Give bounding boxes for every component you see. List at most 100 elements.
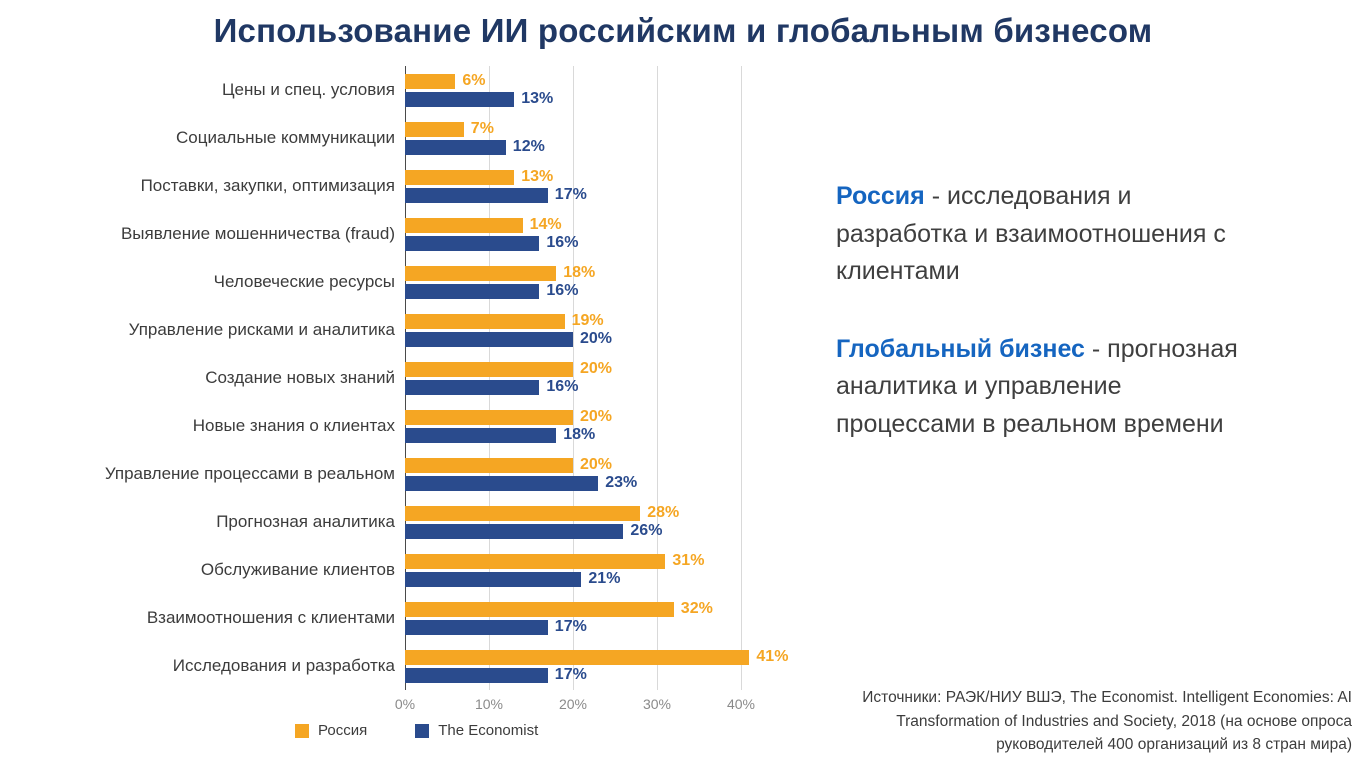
value-label: 16% — [546, 282, 579, 299]
bar-row: 20% — [405, 360, 810, 377]
source-note: Источники: РАЭК/НИУ ВШЭ, The Economist. … — [862, 689, 1352, 753]
bar-russia — [405, 457, 573, 473]
category-label: Выявление мошенничества (fraud) — [120, 223, 395, 243]
bar-economist — [405, 331, 573, 347]
bar-russia — [405, 313, 565, 329]
bar-group: 6% 13% — [405, 66, 810, 114]
bar-economist — [405, 427, 557, 443]
bar-group: 13% 17% — [405, 162, 810, 210]
bar-group: 7% 12% — [405, 114, 810, 162]
content: Цены и спец. условия Социальные коммуника… — [0, 50, 1366, 764]
bar-russia — [405, 649, 750, 665]
bar-row: 20% — [405, 456, 810, 473]
value-label: 13% — [521, 90, 554, 107]
legend-label-russia: Россия — [318, 722, 368, 739]
category-label: Взаимоотношения с клиентами — [146, 607, 395, 627]
legend-item-economist: The Economist — [415, 722, 538, 739]
bar-row: 16% — [405, 282, 810, 299]
bar-row: 32% — [405, 600, 810, 617]
gridline — [573, 66, 574, 690]
gridline — [489, 66, 490, 690]
bar-row: 18% — [405, 426, 810, 443]
x-tick-label: 30% — [642, 696, 672, 712]
gridline — [741, 66, 742, 690]
bar-russia — [405, 265, 557, 281]
legend-swatch-economist — [415, 723, 430, 738]
value-label: 6% — [462, 72, 486, 89]
bar-russia — [405, 217, 523, 233]
value-label: 14% — [529, 216, 562, 233]
bar-row: 14% — [405, 216, 810, 233]
value-label: 26% — [630, 522, 663, 539]
bar-group: 31% 21% — [405, 546, 810, 594]
value-label: 17% — [554, 666, 587, 683]
bar-row: 31% — [405, 552, 810, 569]
category-label: Управление процессами в реальном — [104, 463, 395, 483]
gridline — [657, 66, 658, 690]
bar-row: 19% — [405, 312, 810, 329]
legend-item-russia: Россия — [295, 722, 367, 739]
bar-economist — [405, 475, 599, 491]
bar-economist — [405, 523, 624, 539]
bar-row: 18% — [405, 264, 810, 281]
annotation-russia-text: - исследования и разработка и взаимоотно… — [836, 182, 1226, 285]
bar-economist — [405, 379, 540, 395]
value-label: 32% — [680, 600, 713, 617]
bar-row: 41% — [405, 648, 810, 665]
bar-row: 6% — [405, 72, 810, 89]
x-axis: 0% 10% 20% 30% 40% — [395, 690, 810, 716]
value-label: 28% — [647, 504, 680, 521]
value-label: 16% — [546, 378, 579, 395]
bar-group: 14% 16% — [405, 210, 810, 258]
bar-russia — [405, 505, 641, 521]
gridlines — [405, 66, 810, 690]
bar-chart: Цены и спец. условия Социальные коммуника… — [90, 66, 810, 716]
value-label: 18% — [563, 426, 596, 443]
value-label: 23% — [605, 474, 638, 491]
bar-russia — [405, 601, 674, 617]
bar-economist — [405, 91, 515, 107]
x-tick-label: 10% — [474, 696, 504, 712]
value-label: 18% — [563, 264, 596, 281]
value-label: 20% — [580, 360, 613, 377]
bar-row: 16% — [405, 378, 810, 395]
annotation-global: Глобальный бизнес - прогнозная аналитика… — [836, 331, 1251, 444]
value-label: 7% — [470, 120, 494, 137]
bar-russia — [405, 553, 666, 569]
bar-row: 16% — [405, 234, 810, 251]
bar-economist — [405, 283, 540, 299]
bar-russia — [405, 73, 456, 89]
bar-row: 20% — [405, 408, 810, 425]
bar-group: 19% 20% — [405, 306, 810, 354]
category-label: Цены и спец. условия — [221, 79, 395, 99]
value-label: 19% — [571, 312, 604, 329]
bar-economist — [405, 235, 540, 251]
bar-group: 18% 16% — [405, 258, 810, 306]
value-label: 17% — [554, 618, 587, 635]
category-label: Прогнозная аналитика — [216, 511, 395, 531]
axis-line — [405, 66, 406, 690]
x-tick-label: 20% — [558, 696, 588, 712]
bar-group: 20% 16% — [405, 354, 810, 402]
value-label: 13% — [521, 168, 554, 185]
chart-title: Использование ИИ российским и глобальным… — [213, 12, 1153, 49]
value-label: 12% — [512, 138, 545, 155]
value-label: 41% — [756, 648, 789, 665]
right-panel: Россия - исследования и разработка и вза… — [810, 50, 1366, 764]
value-label: 20% — [580, 408, 613, 425]
category-label: Человеческие ресурсы — [213, 271, 395, 291]
legend: Россия The Economist — [295, 722, 810, 739]
value-label: 17% — [554, 186, 587, 203]
bar-russia — [405, 169, 515, 185]
value-label: 20% — [580, 330, 613, 347]
chart-section: Цены и спец. условия Социальные коммуника… — [0, 66, 810, 764]
category-label: Новые знания о клиентах — [192, 415, 395, 435]
value-label: 31% — [672, 552, 705, 569]
bar-row: 13% — [405, 168, 810, 185]
value-label: 16% — [546, 234, 579, 251]
bar-russia — [405, 409, 573, 425]
bar-group: 20% 23% — [405, 450, 810, 498]
bar-russia — [405, 361, 573, 377]
bar-row: 21% — [405, 570, 810, 587]
bar-russia — [405, 121, 464, 137]
